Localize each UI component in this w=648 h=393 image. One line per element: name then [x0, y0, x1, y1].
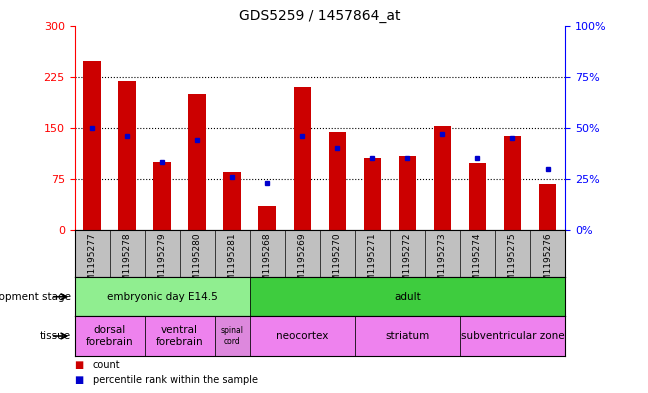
- Text: ventral
forebrain: ventral forebrain: [156, 325, 203, 347]
- Bar: [469, 163, 486, 230]
- Bar: [145, 316, 214, 356]
- Text: GSM1195273: GSM1195273: [438, 232, 447, 293]
- Bar: [399, 156, 416, 230]
- Bar: [329, 132, 346, 230]
- Text: GSM1195277: GSM1195277: [87, 232, 97, 293]
- Bar: [154, 162, 171, 230]
- Text: GSM1195281: GSM1195281: [227, 232, 237, 293]
- Text: dorsal
forebrain: dorsal forebrain: [86, 325, 133, 347]
- Bar: [214, 316, 249, 356]
- Text: GSM1195269: GSM1195269: [298, 232, 307, 293]
- Bar: [249, 316, 355, 356]
- Text: GSM1195274: GSM1195274: [473, 232, 482, 293]
- Text: count: count: [93, 360, 121, 369]
- Text: embryonic day E14.5: embryonic day E14.5: [107, 292, 218, 302]
- Bar: [224, 172, 241, 230]
- Bar: [259, 206, 276, 230]
- Bar: [189, 94, 206, 230]
- Text: GSM1195279: GSM1195279: [157, 232, 167, 293]
- Bar: [84, 61, 101, 230]
- Bar: [364, 158, 381, 230]
- Bar: [75, 316, 145, 356]
- Text: GSM1195280: GSM1195280: [192, 232, 202, 293]
- Text: spinal
cord: spinal cord: [221, 326, 244, 346]
- Text: GSM1195272: GSM1195272: [403, 232, 412, 293]
- Bar: [75, 277, 249, 316]
- Text: striatum: striatum: [386, 331, 430, 341]
- Text: GSM1195276: GSM1195276: [543, 232, 552, 293]
- Bar: [294, 87, 311, 230]
- Text: ■: ■: [75, 360, 84, 369]
- Text: tissue: tissue: [40, 331, 71, 341]
- Bar: [355, 316, 460, 356]
- Text: ■: ■: [75, 375, 84, 385]
- Bar: [434, 127, 451, 230]
- Bar: [249, 277, 565, 316]
- Title: GDS5259 / 1457864_at: GDS5259 / 1457864_at: [239, 9, 400, 23]
- Bar: [119, 81, 136, 230]
- Bar: [538, 184, 556, 230]
- Text: GSM1195268: GSM1195268: [262, 232, 272, 293]
- Text: neocortex: neocortex: [276, 331, 329, 341]
- Text: GSM1195271: GSM1195271: [368, 232, 377, 293]
- Text: subventricular zone: subventricular zone: [461, 331, 564, 341]
- Text: development stage: development stage: [0, 292, 71, 302]
- Text: GSM1195278: GSM1195278: [122, 232, 132, 293]
- Text: adult: adult: [394, 292, 421, 302]
- Text: GSM1195275: GSM1195275: [508, 232, 517, 293]
- Text: GSM1195270: GSM1195270: [333, 232, 341, 293]
- Text: percentile rank within the sample: percentile rank within the sample: [93, 375, 258, 385]
- Bar: [503, 136, 521, 230]
- Bar: [460, 316, 565, 356]
